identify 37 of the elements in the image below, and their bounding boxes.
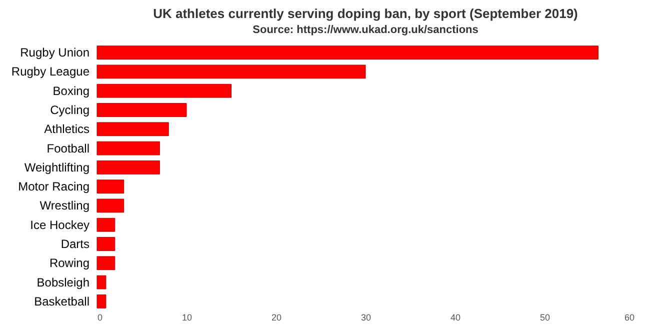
x-tick-label: 30: [360, 312, 372, 322]
y-tick-label: Bobsleigh: [36, 275, 90, 290]
bar: [96, 103, 187, 117]
x-tick-label: 10: [182, 312, 192, 322]
y-tick-label: Ice Hockey: [30, 218, 90, 232]
x-tick-label: 40: [450, 312, 461, 322]
bar: [96, 122, 169, 136]
bar: [96, 84, 232, 98]
y-tick-label: Athletics: [44, 122, 90, 136]
y-tick-label: Rowing: [49, 256, 90, 270]
bar: [96, 237, 116, 251]
bar: [96, 294, 106, 308]
y-tick-label: Boxing: [52, 84, 90, 98]
chart-title: UK athletes currently serving doping ban, by sport (September 2019): [153, 6, 578, 21]
bar: [96, 141, 160, 156]
bar: [96, 46, 598, 60]
y-tick-label: Darts: [60, 237, 90, 251]
bar: [96, 256, 116, 270]
bar: [96, 218, 116, 232]
y-tick-label: Weightlifting: [24, 160, 90, 174]
y-tick-label: Rugby League: [11, 64, 90, 79]
x-tick-label: 50: [540, 312, 550, 322]
bar: [96, 180, 124, 194]
y-tick-label: Basketball: [34, 294, 90, 308]
x-tick-label: 60: [624, 312, 634, 322]
bar: [96, 275, 106, 290]
y-tick-label: Football: [46, 141, 90, 156]
y-tick-label: Motor Racing: [18, 180, 90, 194]
y-tick-label: Wrestling: [40, 198, 90, 213]
chart-subtitle: Source: https://www.ukad.org.uk/sanctions: [252, 24, 478, 36]
x-tick-label: 20: [271, 312, 282, 322]
y-tick-label: Rugby Union: [20, 46, 90, 60]
bar: [96, 198, 124, 213]
bar: [96, 64, 366, 79]
bar: [96, 160, 160, 174]
x-tick-label: 0: [98, 312, 103, 322]
y-tick-label: Cycling: [50, 103, 90, 117]
